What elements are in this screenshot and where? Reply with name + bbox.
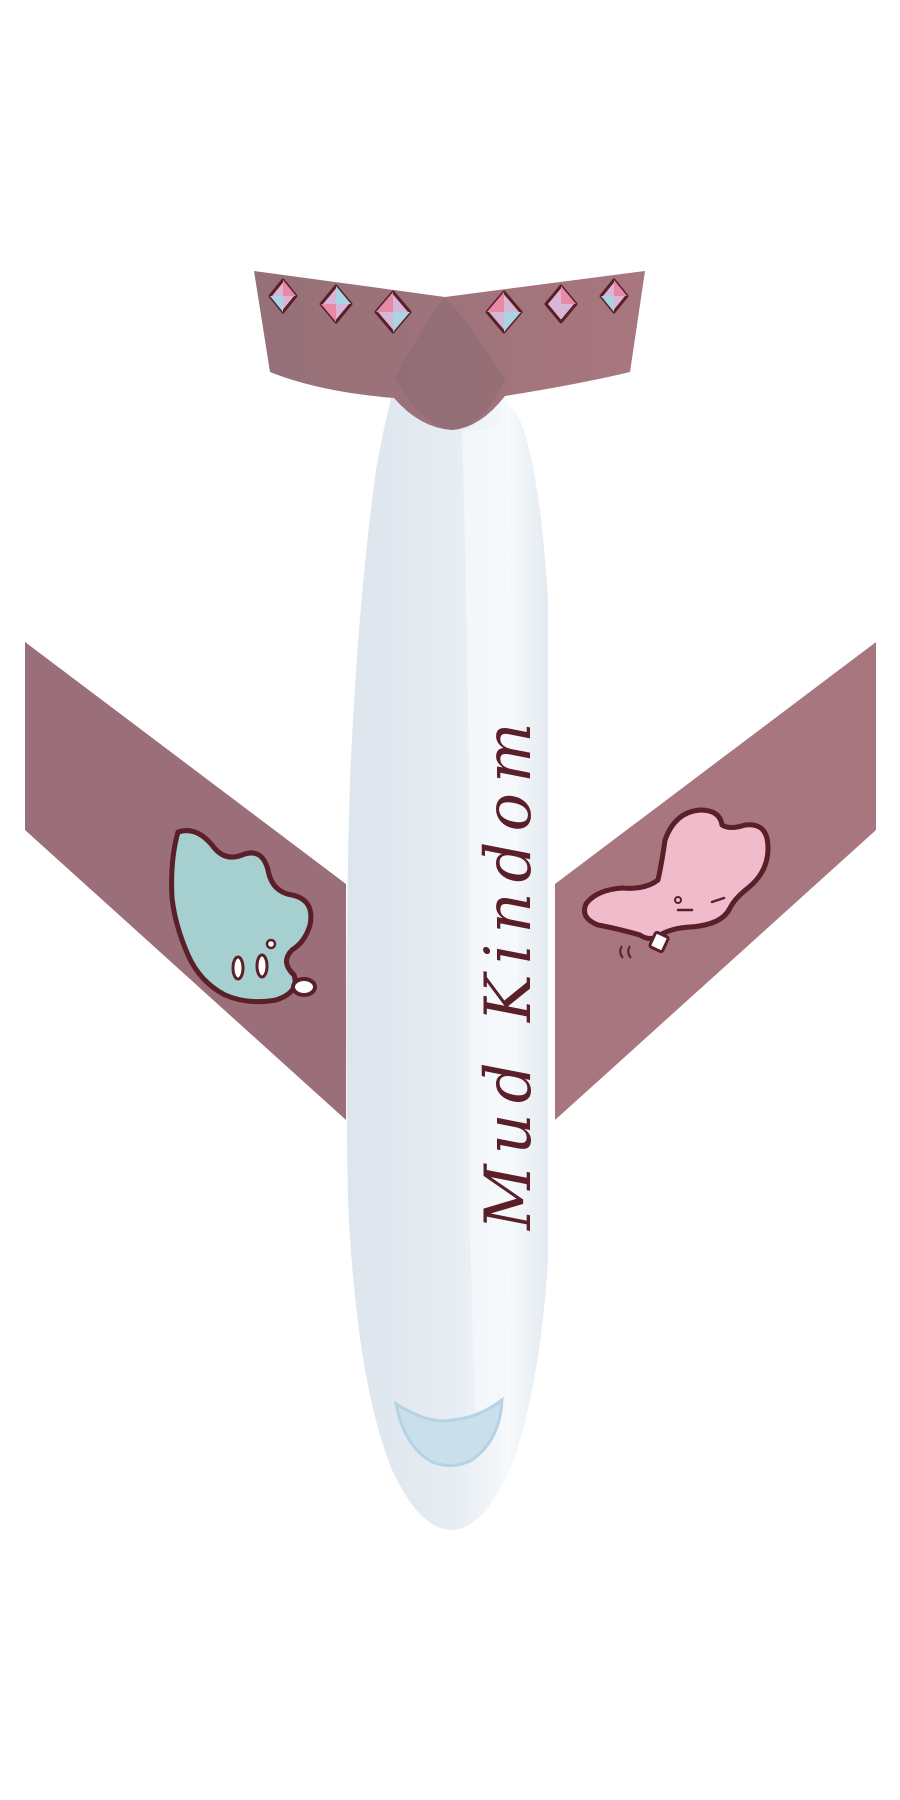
gem-icon — [599, 278, 629, 314]
cockpit-window — [393, 1396, 504, 1467]
livery-text: Mud Kindom — [472, 712, 546, 1231]
gem-icon — [374, 290, 412, 334]
tail-gems — [268, 278, 629, 334]
pink-mud-blob — [582, 807, 771, 959]
teal-mud-blob — [169, 828, 317, 1005]
gem-icon — [485, 290, 523, 334]
gem-icon — [268, 278, 298, 314]
fuselage-highlight — [462, 430, 519, 1460]
gem-icon — [544, 284, 578, 324]
gem-icon — [319, 284, 353, 324]
tail-fin-shadow — [395, 297, 505, 430]
